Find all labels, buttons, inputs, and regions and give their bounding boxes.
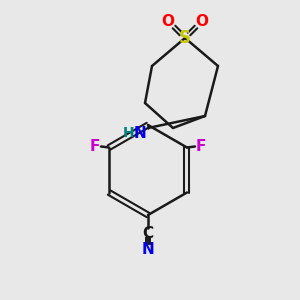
Text: N: N bbox=[134, 125, 146, 140]
Text: C: C bbox=[142, 226, 154, 241]
Text: H: H bbox=[123, 126, 135, 140]
Text: O: O bbox=[161, 14, 175, 28]
Text: O: O bbox=[196, 14, 208, 28]
Text: N: N bbox=[142, 242, 154, 257]
Text: F: F bbox=[196, 139, 206, 154]
Text: F: F bbox=[90, 139, 100, 154]
Text: S: S bbox=[179, 29, 191, 47]
